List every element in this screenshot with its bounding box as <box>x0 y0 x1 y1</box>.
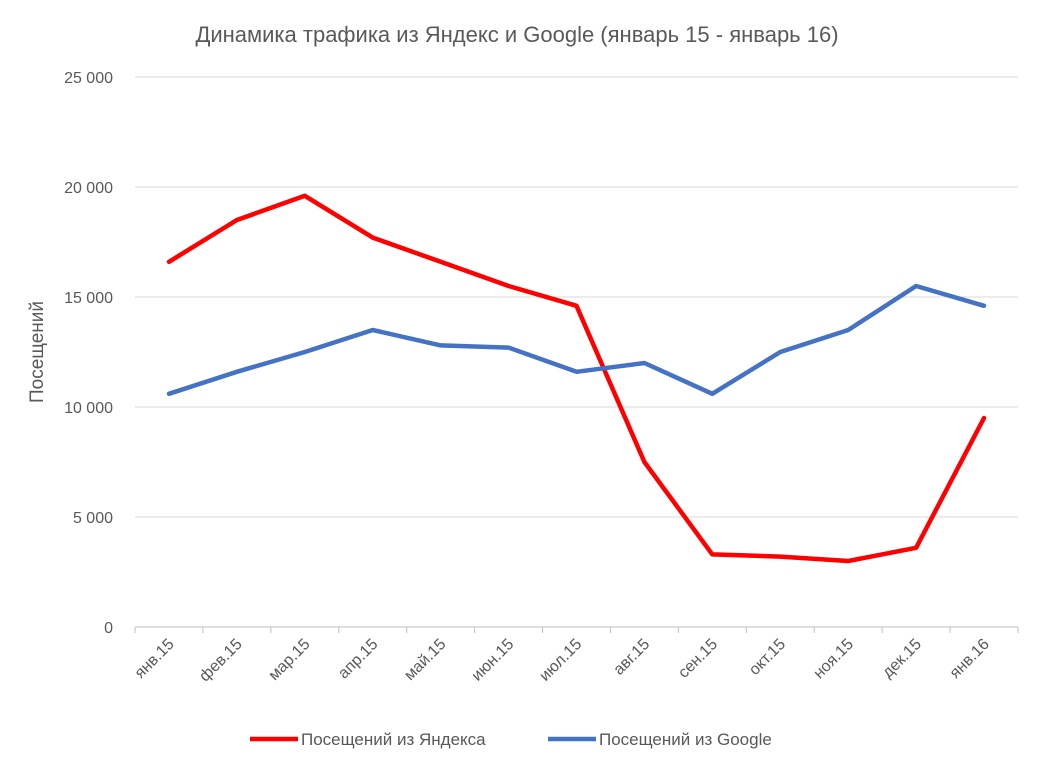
x-tick-label: июн.15 <box>469 636 518 685</box>
x-tick-label: авг.15 <box>610 636 653 679</box>
series-line-0 <box>166 193 987 564</box>
y-tick-label: 0 <box>104 620 113 637</box>
x-tick-label: дек.15 <box>879 636 925 682</box>
x-tick-label: ноя.15 <box>811 636 857 682</box>
legend: Посещений из Яндекса Посещений из Google <box>250 730 772 749</box>
series-lines <box>166 193 987 564</box>
gridlines <box>135 76 1018 518</box>
y-tick-label: 20 000 <box>64 180 113 197</box>
x-tick-label: янв.15 <box>132 636 178 682</box>
x-tick-label: апр.15 <box>335 636 382 683</box>
legend-label-0: Посещений из Яндекса <box>301 730 486 749</box>
series-line-1 <box>166 283 987 397</box>
x-tick-label: янв.16 <box>947 636 993 682</box>
x-tick-label: сен.15 <box>675 636 721 682</box>
y-tick-label: 25 000 <box>64 70 113 87</box>
x-tick-label: июл.15 <box>536 636 585 685</box>
y-tick-label: 5 000 <box>73 510 113 527</box>
x-tick-label: окт.15 <box>746 636 789 679</box>
legend-label-1: Посещений из Google <box>599 730 772 749</box>
x-axis: янв.15 фев.15 мар.15 апр.15 май.15 июн.15 июл.… <box>132 626 1019 685</box>
chart-title: Динамика трафика из Яндекс и Google (янв… <box>195 22 838 47</box>
y-tick-label: 15 000 <box>64 290 113 307</box>
y-tick-label: 10 000 <box>64 400 113 417</box>
x-tick-label: май.15 <box>401 636 449 684</box>
x-tick-label: фев.15 <box>196 636 245 685</box>
x-tick-label: мар.15 <box>266 636 314 684</box>
y-axis-ticks: 0 5 000 10 000 15 000 20 000 25 000 <box>64 70 113 637</box>
y-axis-label: Посещений <box>27 301 48 403</box>
